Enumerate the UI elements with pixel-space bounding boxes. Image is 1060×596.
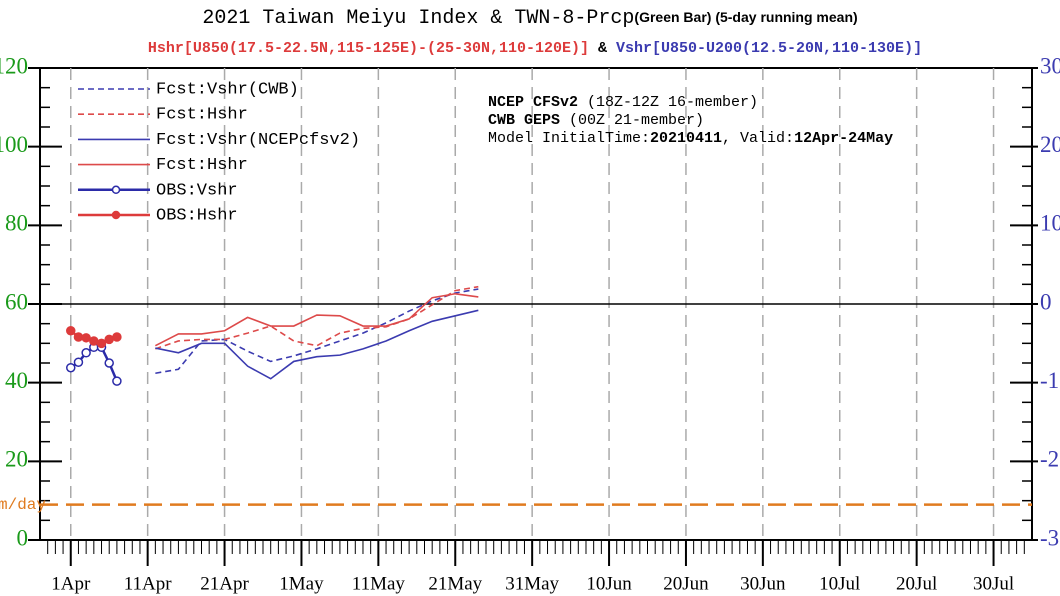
y2-tick-label: -10 xyxy=(1040,368,1060,393)
x-tick-label: 10Jun xyxy=(586,573,632,594)
series-marker xyxy=(66,325,76,336)
annotation-part: Model InitialTime: xyxy=(488,130,650,147)
series-marker xyxy=(112,332,122,342)
subtitle-part: Hshr[U850(17.5-22.5N,115-125E)-(25-30N,1… xyxy=(148,40,589,57)
series-line xyxy=(155,288,479,375)
y2-tick-label: -20 xyxy=(1040,447,1060,472)
series-marker xyxy=(73,357,84,367)
subtitle-part: Vshr[U850-U200(12.5-20N,110-130E)] xyxy=(616,40,922,57)
x-tick-label: 20Jun xyxy=(663,573,709,594)
series-marker xyxy=(96,338,107,349)
y-tick-label: 80 xyxy=(5,211,28,236)
y2-tick-label: 0 xyxy=(1040,289,1052,314)
legend-label: OBS:Hshr xyxy=(156,206,238,225)
x-tick-label: 30Jul xyxy=(973,573,1014,594)
x-tick-label: 11May xyxy=(352,573,406,594)
series-marker xyxy=(104,358,114,368)
annotation-part: (18Z-12Z 16-member) xyxy=(578,94,758,111)
annotation-part: 12Apr-24May xyxy=(794,130,893,147)
annotation: Model InitialTime:20210411, Valid:12Apr-… xyxy=(488,130,893,147)
subtitle: Hshr[U850(17.5-22.5N,115-125E)-(25-30N,1… xyxy=(148,40,922,57)
legend-marker xyxy=(111,185,121,195)
y-tick-label: 60 xyxy=(5,289,28,314)
y-tick-label: 120 xyxy=(0,53,28,78)
y2-tick-label: 20 xyxy=(1040,132,1060,157)
legend-label: Fcst:Hshr xyxy=(156,156,248,175)
threshold-label: mm/day xyxy=(0,496,46,514)
legend-label: Fcst:Vshr(CWB) xyxy=(156,80,299,99)
series-marker xyxy=(104,334,114,345)
y-tick-label: 40 xyxy=(5,368,28,393)
series-marker xyxy=(81,333,91,343)
x-tick-label: 10Jul xyxy=(819,573,860,594)
annotation-part: CWB GEPS xyxy=(488,112,560,129)
series-line xyxy=(154,292,479,347)
y-tick-label: 100 xyxy=(0,132,28,157)
series-line xyxy=(155,309,479,380)
annotation-part: NCEP CFSv2 xyxy=(488,94,578,111)
x-tick-label: 31May xyxy=(505,573,559,594)
y2-tick-label: -30 xyxy=(1040,525,1060,550)
chart-title: 2021 Taiwan Meiyu Index & TWN-8-Prcp xyxy=(202,7,634,30)
x-tick-label: 1Apr xyxy=(51,573,91,594)
series-marker xyxy=(66,362,76,373)
legend-label: Fcst:Vshr(NCEPcfsv2) xyxy=(156,131,360,150)
x-tick-label: 30Jun xyxy=(740,573,786,594)
annotation: NCEP CFSv2 (18Z-12Z 16-member) xyxy=(488,94,758,111)
series-marker xyxy=(112,376,122,386)
legend-label: Fcst:Hshr xyxy=(156,106,248,125)
legend-label: OBS:Vshr xyxy=(156,181,238,200)
y2-tick-label: 10 xyxy=(1040,211,1060,236)
x-tick-label: 21Apr xyxy=(200,573,249,594)
y2-tick-label: 30 xyxy=(1040,53,1060,78)
annotation-part: , Valid: xyxy=(722,130,794,147)
x-tick-label: 21May xyxy=(428,573,482,594)
annotation-part: 20210411 xyxy=(650,130,722,147)
y-tick-label: 0 xyxy=(17,525,29,550)
annotation-part: (00Z 21-member) xyxy=(560,112,704,129)
x-tick-label: 11Apr xyxy=(124,573,173,594)
subtitle-part: & xyxy=(598,40,607,57)
series-marker xyxy=(81,348,91,358)
x-tick-label: 1May xyxy=(279,573,324,594)
title: 2021 Taiwan Meiyu Index & TWN-8-Prcp(Gre… xyxy=(202,7,857,30)
y-tick-label: 20 xyxy=(5,447,28,472)
legend-marker xyxy=(111,210,121,220)
title-note: (Green Bar) (5-day running mean) xyxy=(634,9,857,25)
annotation: CWB GEPS (00Z 21-member) xyxy=(488,112,704,129)
series-marker xyxy=(73,332,84,342)
series-marker xyxy=(89,336,99,346)
series-line xyxy=(155,285,479,350)
x-tick-label: 20Jul xyxy=(896,573,937,594)
